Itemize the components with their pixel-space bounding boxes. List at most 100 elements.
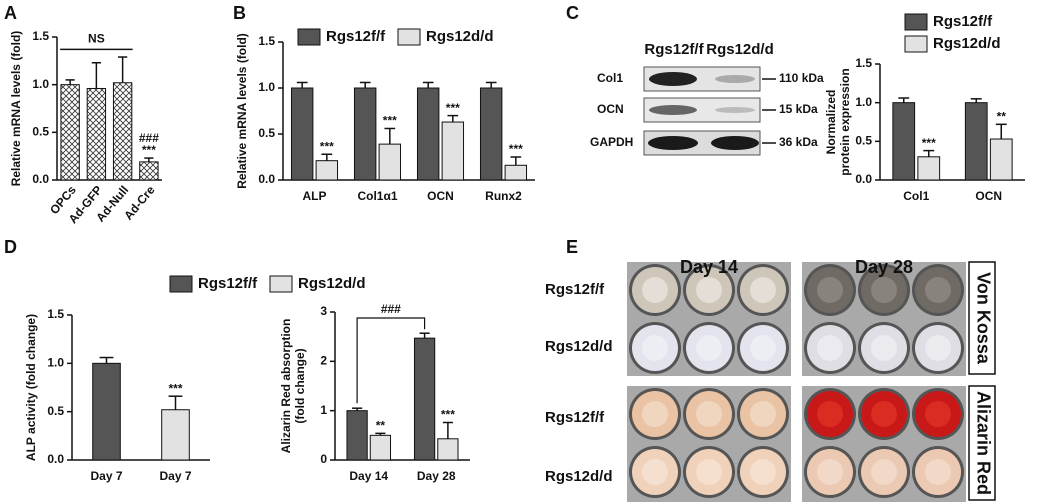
y-axis-label: Normalized [824, 90, 838, 155]
well-center [871, 459, 897, 485]
legend-label: Rgs12f/f [933, 13, 993, 30]
lane-label: Rgs12f/f [644, 41, 704, 58]
legend-swatch [904, 13, 928, 31]
legend-swatch [269, 275, 293, 293]
well-center [750, 335, 776, 361]
significance: ### [139, 131, 159, 145]
bar [60, 84, 80, 181]
well-center [642, 277, 668, 303]
row-label: Rgs12d/d [545, 468, 613, 485]
bar [441, 121, 465, 181]
y-axis-label: ALP activity (fold change) [24, 314, 38, 461]
legend-label: Rgs12f/f [326, 28, 386, 45]
significance: *** [142, 143, 156, 157]
row-label: Rgs12d/d [545, 338, 613, 355]
y-tick-label: 1.5 [47, 307, 64, 321]
legend-label: Rgs12d/d [426, 28, 494, 45]
western-blot: Rgs12f/f Rgs12d/d Col1 OCN GAPDH 110 kDa… [590, 41, 824, 156]
y-tick-label: 0.0 [855, 172, 872, 186]
x-tick-label: Col1 [903, 189, 929, 203]
y-tick-label: 0.5 [32, 125, 49, 139]
y-tick-label: 2 [320, 354, 327, 368]
significance: ** [997, 109, 1007, 123]
well-center [817, 335, 843, 361]
y-tick-label: 0.0 [32, 172, 49, 186]
well-center [642, 335, 668, 361]
stain-label: Von Kossa [973, 272, 993, 365]
well-center [750, 277, 776, 303]
well-center [871, 401, 897, 427]
y-tick-label: 0.0 [47, 452, 64, 466]
x-tick-label: Day 7 [159, 469, 191, 483]
y-axis-label: (fold change) [293, 348, 307, 423]
bar [989, 138, 1013, 181]
y-tick-label: 0.5 [258, 126, 275, 140]
bar [346, 410, 368, 461]
legend-label: Rgs12f/f [198, 275, 258, 292]
well-center [696, 459, 722, 485]
y-axis-label: Relative mRNA levels (fold) [235, 33, 249, 189]
bar [112, 82, 133, 181]
bracket [356, 317, 426, 404]
significance: *** [446, 101, 460, 115]
bar [139, 161, 159, 181]
well-center [925, 459, 951, 485]
bar [413, 337, 436, 461]
y-tick-label: 0.5 [855, 134, 872, 148]
x-tick-label: ALP [303, 189, 327, 203]
well-center [817, 277, 843, 303]
bar [86, 87, 107, 181]
blot-size: 15 kDa [779, 102, 818, 116]
panel-label: A [4, 3, 17, 23]
well-center [750, 459, 776, 485]
legend-label: Rgs12d/d [298, 275, 366, 292]
significance: *** [441, 408, 455, 422]
bar [479, 87, 503, 181]
bar [353, 87, 377, 181]
y-tick-label: 1.0 [258, 80, 275, 94]
column-header: Day 28 [855, 257, 913, 277]
x-tick-label: Day 7 [90, 469, 122, 483]
blot-size: 110 kDa [779, 71, 824, 85]
significance: ** [376, 419, 386, 433]
significance: *** [509, 142, 523, 156]
significance: *** [383, 114, 397, 128]
well-center [925, 277, 951, 303]
x-tick-label: Runx2 [485, 189, 522, 203]
stain-label: Alizarin Red [973, 391, 993, 495]
well-center [925, 335, 951, 361]
x-tick-label: OCN [975, 189, 1002, 203]
y-axis-label: Alizarin Red absorption [279, 319, 293, 454]
bar [964, 102, 988, 181]
significance: *** [168, 381, 182, 395]
x-tick-label: Day 28 [417, 469, 456, 483]
panel-label: C [566, 3, 579, 23]
x-tick-label: Col1α1 [357, 189, 397, 203]
bar [378, 143, 402, 181]
well-center [750, 401, 776, 427]
well-center [871, 277, 897, 303]
bar [315, 160, 339, 181]
legend-swatch [297, 28, 321, 46]
y-tick-label: 1 [320, 403, 327, 417]
bar [161, 409, 190, 461]
well-plate-images [627, 262, 966, 502]
well-center [817, 401, 843, 427]
blot-row-label: OCN [597, 102, 624, 116]
well-center [696, 401, 722, 427]
bar [917, 156, 941, 181]
well-center [696, 335, 722, 361]
row-label: Rgs12f/f [545, 409, 605, 426]
y-axis-label: protein expression [838, 68, 852, 175]
panel-label: B [233, 3, 246, 23]
bar [369, 434, 392, 461]
y-tick-label: 0.5 [47, 404, 64, 418]
y-tick-label: 0 [320, 452, 327, 466]
column-header: Day 14 [680, 257, 738, 277]
y-tick-label: 1.0 [32, 77, 49, 91]
bar [504, 164, 528, 181]
y-tick-label: 3 [320, 304, 327, 318]
well-center [925, 401, 951, 427]
